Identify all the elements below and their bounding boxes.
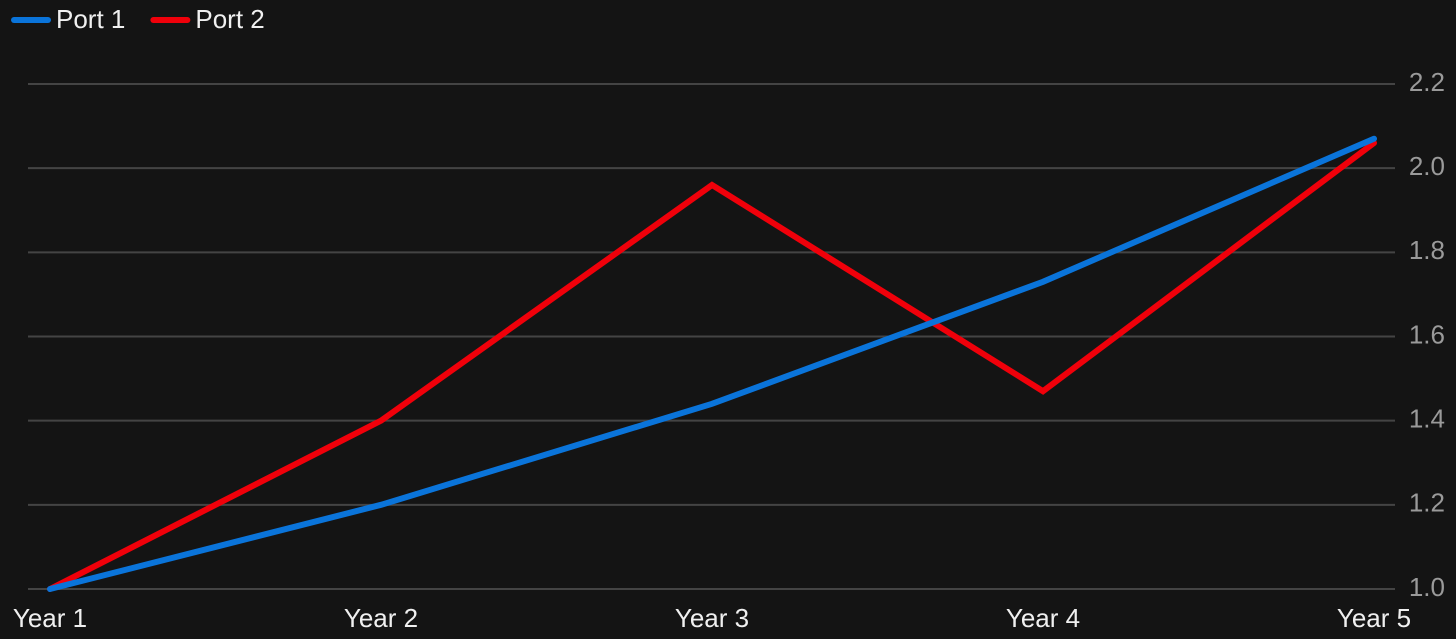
x-tick-label: Year 2: [344, 603, 418, 633]
x-tick-label: Year 1: [13, 603, 87, 633]
series-line: [47, 135, 1377, 592]
y-tick-label: 1.8: [1409, 235, 1445, 265]
y-tick-label: 1.4: [1409, 404, 1445, 434]
y-tick-label: 2.0: [1409, 151, 1445, 181]
series-line: [47, 139, 1377, 592]
y-tick-label: 1.6: [1409, 319, 1445, 349]
y-tick-label: 2.2: [1409, 67, 1445, 97]
x-tick-label: Year 4: [1006, 603, 1080, 633]
x-tick-label: Year 5: [1337, 603, 1411, 633]
y-tick-label: 1.2: [1409, 488, 1445, 518]
legend-label: Port 2: [195, 4, 264, 34]
y-tick-label: 1.0: [1409, 572, 1445, 602]
legend-label: Port 1: [56, 4, 125, 34]
x-tick-label: Year 3: [675, 603, 749, 633]
